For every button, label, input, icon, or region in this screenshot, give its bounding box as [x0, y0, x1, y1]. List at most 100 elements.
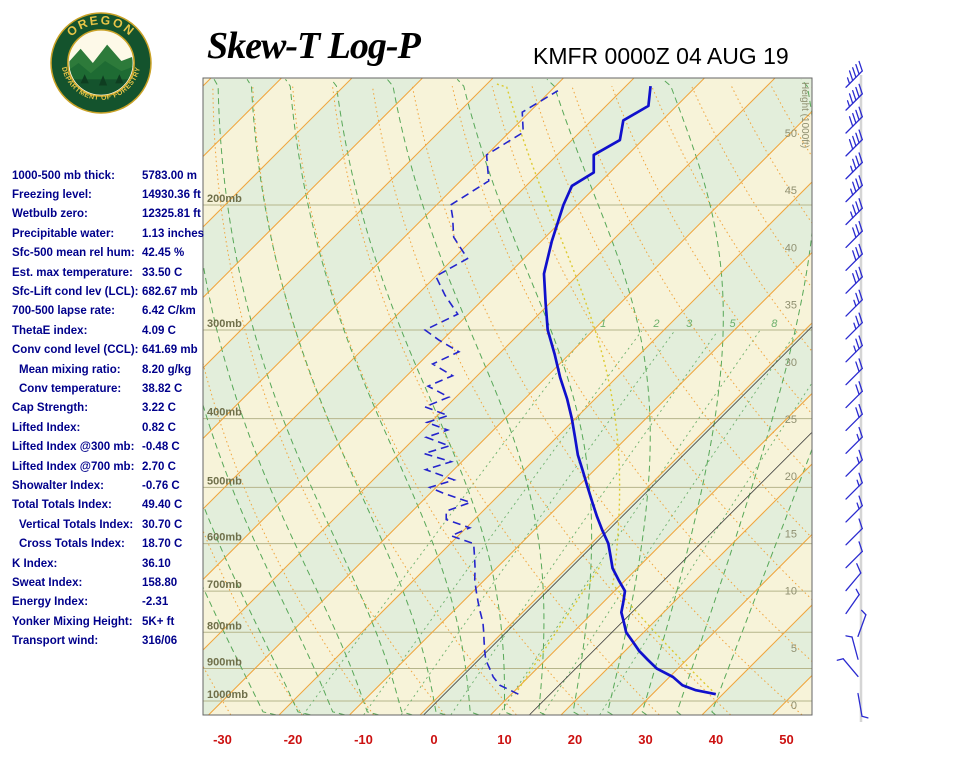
stat-label: Mean mixing ratio: — [19, 363, 121, 376]
wind-barb — [845, 588, 860, 615]
stat-row: Freezing level: 14930.36 ft — [12, 185, 212, 204]
wind-barb — [845, 541, 863, 569]
odf-logo-icon: OREGON DEPARTMENT OF FORESTRY — [50, 12, 152, 114]
stat-value: 2.70 C — [142, 460, 176, 473]
stat-label: Sweat Index: — [12, 576, 83, 589]
stat-label: Conv temperature: — [19, 382, 122, 395]
stat-label: Total Totals Index: — [12, 499, 112, 512]
stat-row: Conv cond level (CCL): 641.69 mb — [12, 341, 212, 360]
stat-value: 0.82 C — [142, 421, 176, 434]
stat-value: 49.40 C — [142, 499, 183, 512]
stat-label: K Index: — [12, 557, 58, 570]
stat-value: 18.70 C — [142, 538, 183, 551]
stat-value: 42.45 % — [142, 247, 185, 260]
svg-text:5: 5 — [791, 643, 797, 655]
stat-label: Cap Strength: — [12, 402, 89, 415]
svg-text:300mb: 300mb — [207, 318, 242, 330]
stat-row: Vertical Totals Index: 30.70 C — [12, 515, 212, 534]
stat-label: Energy Index: — [12, 596, 89, 609]
svg-text:45: 45 — [785, 185, 797, 197]
wind-barb — [845, 426, 863, 454]
stat-row: Conv temperature: 38.82 C — [12, 379, 212, 398]
parcel-mixing-line — [514, 564, 603, 695]
stat-row: Sweat Index: 158.80 — [12, 573, 212, 592]
stat-row: Wetbulb zero: 12325.81 ft — [12, 205, 212, 224]
stat-row: Precipitable water: 1.13 inches — [12, 224, 212, 243]
wind-barb-column — [836, 60, 869, 719]
stat-row: Cross Totals Index: 18.70 C — [12, 534, 212, 553]
wind-barb — [845, 175, 863, 203]
svg-text:50: 50 — [785, 128, 797, 140]
stat-label: Freezing level: — [12, 189, 92, 202]
svg-text:-30: -30 — [213, 732, 232, 747]
wind-barb — [845, 563, 862, 592]
wind-barb — [845, 129, 863, 157]
stat-row: Energy Index: -2.31 — [12, 593, 212, 612]
temp-axis-labels: -30 -20 -10 0 10 20 30 40 50 — [213, 732, 794, 747]
svg-text:5: 5 — [729, 318, 736, 330]
svg-text:25: 25 — [785, 414, 797, 426]
stat-value: 3.22 C — [142, 402, 176, 415]
wind-barb — [845, 358, 863, 386]
stat-label: Yonker Mixing Height: — [12, 615, 133, 628]
stat-value: -2.31 — [142, 596, 169, 609]
stat-value: 682.67 mb — [142, 286, 198, 299]
stat-label: Conv cond level (CCL): — [12, 344, 139, 357]
wind-barb — [845, 243, 863, 271]
stat-row: Cap Strength: 3.22 C — [12, 399, 212, 418]
stat-value: 33.50 C — [142, 266, 183, 279]
wind-barb — [845, 220, 863, 249]
wind-barb — [845, 60, 863, 88]
stat-label: 700-500 lapse rate: — [12, 305, 115, 318]
stat-row: Total Totals Index: 49.40 C — [12, 496, 212, 515]
wind-barb — [845, 335, 863, 363]
svg-text:0: 0 — [430, 732, 437, 747]
stat-value: 641.69 mb — [142, 344, 198, 357]
svg-text:50: 50 — [779, 732, 793, 747]
wind-barb — [845, 312, 863, 340]
svg-text:35: 35 — [785, 300, 797, 312]
svg-text:10: 10 — [785, 586, 797, 598]
stat-row: Sfc-500 mean rel hum: 42.45 % — [12, 244, 212, 263]
stat-label: Est. max temperature: — [12, 266, 133, 279]
wind-barb — [845, 289, 863, 317]
svg-text:40: 40 — [785, 242, 797, 254]
height-axis-labels: 0 5 10 15 20 25 30 35 40 45 50 Height (1000ft) — [785, 82, 810, 712]
stat-label: Sfc-500 mean rel hum: — [12, 247, 135, 260]
svg-text:200mb: 200mb — [207, 193, 242, 205]
svg-text:3: 3 — [686, 318, 693, 330]
stat-row: 700-500 lapse rate: 6.42 C/km — [12, 302, 212, 321]
stat-row: ThetaE index: 4.09 C — [12, 321, 212, 340]
wind-barb — [845, 266, 863, 294]
svg-text:40: 40 — [709, 732, 723, 747]
stat-row: Yonker Mixing Height: 5K+ ft — [12, 612, 212, 631]
wind-barb — [845, 83, 863, 111]
svg-text:8: 8 — [771, 318, 778, 330]
temperature-profile — [542, 85, 717, 696]
stat-value: 14930.36 ft — [142, 189, 201, 202]
svg-text:700mb: 700mb — [207, 579, 242, 591]
svg-text:30: 30 — [785, 357, 797, 369]
stat-value: 1.13 inches — [142, 227, 205, 240]
stat-value: -0.48 C — [142, 441, 180, 454]
stat-row: Sfc-Lift cond lev (LCL): 682.67 mb — [12, 282, 212, 301]
wind-barb — [845, 449, 863, 477]
wind-barb — [845, 518, 863, 546]
stat-row: Est. max temperature: 33.50 C — [12, 263, 212, 282]
svg-text:20: 20 — [568, 732, 582, 747]
stats-panel: 1000-500 mb thick: 5783.00 m Freezing leve… — [12, 166, 212, 651]
svg-text:-20: -20 — [284, 732, 303, 747]
stat-row: Lifted Index @700 mb: 2.70 C — [12, 457, 212, 476]
wind-barb — [845, 495, 863, 523]
svg-text:400mb: 400mb — [207, 407, 242, 419]
stat-value: 38.82 C — [142, 382, 183, 395]
stat-value: 8.20 g/kg — [142, 363, 192, 376]
wind-barb — [845, 403, 863, 432]
page-title: Skew-T Log-P — [207, 25, 421, 67]
svg-text:0: 0 — [791, 700, 797, 712]
isotherms — [203, 78, 812, 715]
stat-label: Cross Totals Index: — [19, 538, 125, 551]
height-axis-title: Height (1000ft) — [799, 82, 810, 148]
